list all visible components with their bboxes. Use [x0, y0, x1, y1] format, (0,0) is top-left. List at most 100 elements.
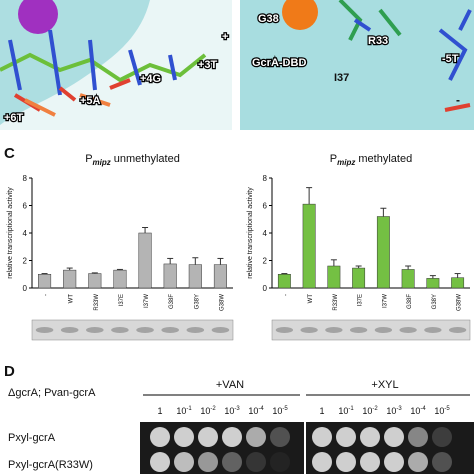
- bar: [426, 278, 440, 289]
- error-bar: [355, 265, 362, 269]
- blot-band: [86, 327, 104, 333]
- spot: [312, 427, 332, 447]
- dilution-base: 1: [157, 406, 162, 416]
- title-part: mipz: [337, 158, 355, 167]
- dilution-base: 10: [338, 406, 348, 416]
- spot: [222, 452, 242, 472]
- blot-band: [448, 327, 467, 333]
- x-tick-label: -: [44, 294, 50, 296]
- spots: 1 110-1 10-110-2 10-210-3 10-310-4 10-410-5 10…: [150, 406, 452, 472]
- residue-label: G38: [258, 13, 279, 25]
- y-tick-label: 0: [263, 284, 268, 293]
- dilution-base: 10: [362, 406, 372, 416]
- blot-band: [211, 327, 230, 333]
- bar: [451, 277, 465, 289]
- spot: [198, 427, 218, 447]
- dilution-label: 10-3: [386, 406, 402, 416]
- dilution-base: 10: [224, 406, 234, 416]
- blot: [31, 319, 234, 341]
- base-label: +5A: [80, 95, 101, 107]
- x-tick-label: WT: [69, 294, 75, 304]
- spot: [336, 427, 356, 447]
- dilution-base: 10: [272, 406, 282, 416]
- x-tick-label: I37E: [119, 294, 125, 306]
- spot: [246, 452, 266, 472]
- dilution-label: 10-4: [248, 406, 264, 416]
- spot: [360, 452, 380, 472]
- dilution-label: 10-2: [362, 406, 378, 416]
- dilution-base: 10: [434, 406, 444, 416]
- bar: [302, 203, 316, 289]
- y-tick-label: 8: [23, 174, 28, 183]
- row-label: Pxyl-gcrA: [8, 432, 56, 444]
- title-part: P: [330, 153, 337, 165]
- y-tick-label: 4: [263, 229, 268, 238]
- dilution-label: 10-1: [176, 406, 192, 416]
- dilution-base: 10: [410, 406, 420, 416]
- spot: [360, 427, 380, 447]
- blot-band: [424, 327, 442, 333]
- bar: [113, 269, 127, 289]
- x-tick-label: G38W: [457, 294, 463, 311]
- error-bar: [91, 272, 98, 274]
- error-bar: [116, 268, 123, 271]
- spot: [336, 452, 356, 472]
- dilution-base: 10: [176, 406, 186, 416]
- error-bar: [405, 265, 412, 270]
- chart-title: Pmipz unmethylated: [85, 153, 180, 167]
- residue-sticks: [338, 0, 472, 112]
- y-axis-label: relative transcriptional activity: [247, 187, 254, 279]
- x-tick-label: I37W: [144, 294, 150, 308]
- error-bar: [429, 275, 436, 279]
- blot-band: [136, 327, 154, 333]
- title-part: methylated: [358, 153, 412, 165]
- dilution-exp: -1: [348, 406, 354, 412]
- panel-label: C: [4, 145, 15, 162]
- bar: [38, 274, 52, 289]
- dilution-exp: -5: [444, 406, 450, 412]
- spot: [384, 452, 404, 472]
- dilution-label: 1: [157, 406, 162, 416]
- y-tick-label: 6: [23, 202, 28, 211]
- spot: [150, 452, 170, 472]
- bar: [163, 263, 177, 289]
- spot: [432, 452, 452, 472]
- error-bar: [66, 267, 73, 271]
- x-tick-label: G38F: [169, 294, 175, 309]
- bar: [376, 216, 390, 289]
- dilution-base: 10: [386, 406, 396, 416]
- spot: [198, 452, 218, 472]
- title-part: P: [85, 153, 92, 165]
- dilution-label: 10-1: [338, 406, 354, 416]
- title-part: unmethylated: [114, 153, 180, 165]
- title-part: mipz: [93, 158, 111, 167]
- error-bar: [217, 257, 224, 265]
- blot: [271, 319, 471, 341]
- domain-label: GcrA-DBD: [252, 57, 306, 69]
- y-tick-label: 2: [23, 257, 28, 266]
- error-bar: [454, 273, 461, 278]
- x-tick-label: G38Y: [432, 294, 438, 309]
- chart-title: Pmipz methylated: [330, 153, 412, 167]
- y-tick-label: 8: [263, 174, 268, 183]
- dilution-base: 10: [200, 406, 210, 416]
- row-label: Pxyl-gcrA(R33W): [8, 459, 93, 471]
- dilution-label: 10-5: [434, 406, 450, 416]
- spot: [246, 427, 266, 447]
- blot-band: [186, 327, 205, 333]
- spot: [408, 427, 428, 447]
- spot: [174, 452, 194, 472]
- blot-band: [161, 327, 179, 333]
- dilution-label: 10-2: [200, 406, 216, 416]
- blot-band: [300, 327, 318, 333]
- spot: [174, 427, 194, 447]
- dna-sticks: [0, 29, 207, 117]
- bar: [213, 264, 227, 289]
- dilution-label: 1: [319, 406, 324, 416]
- dilution-exp: -1: [186, 406, 192, 412]
- dilution-label: 10-5: [272, 406, 288, 416]
- dilution-exp: -5: [282, 406, 288, 412]
- spot: [408, 452, 428, 472]
- spot: [432, 427, 452, 447]
